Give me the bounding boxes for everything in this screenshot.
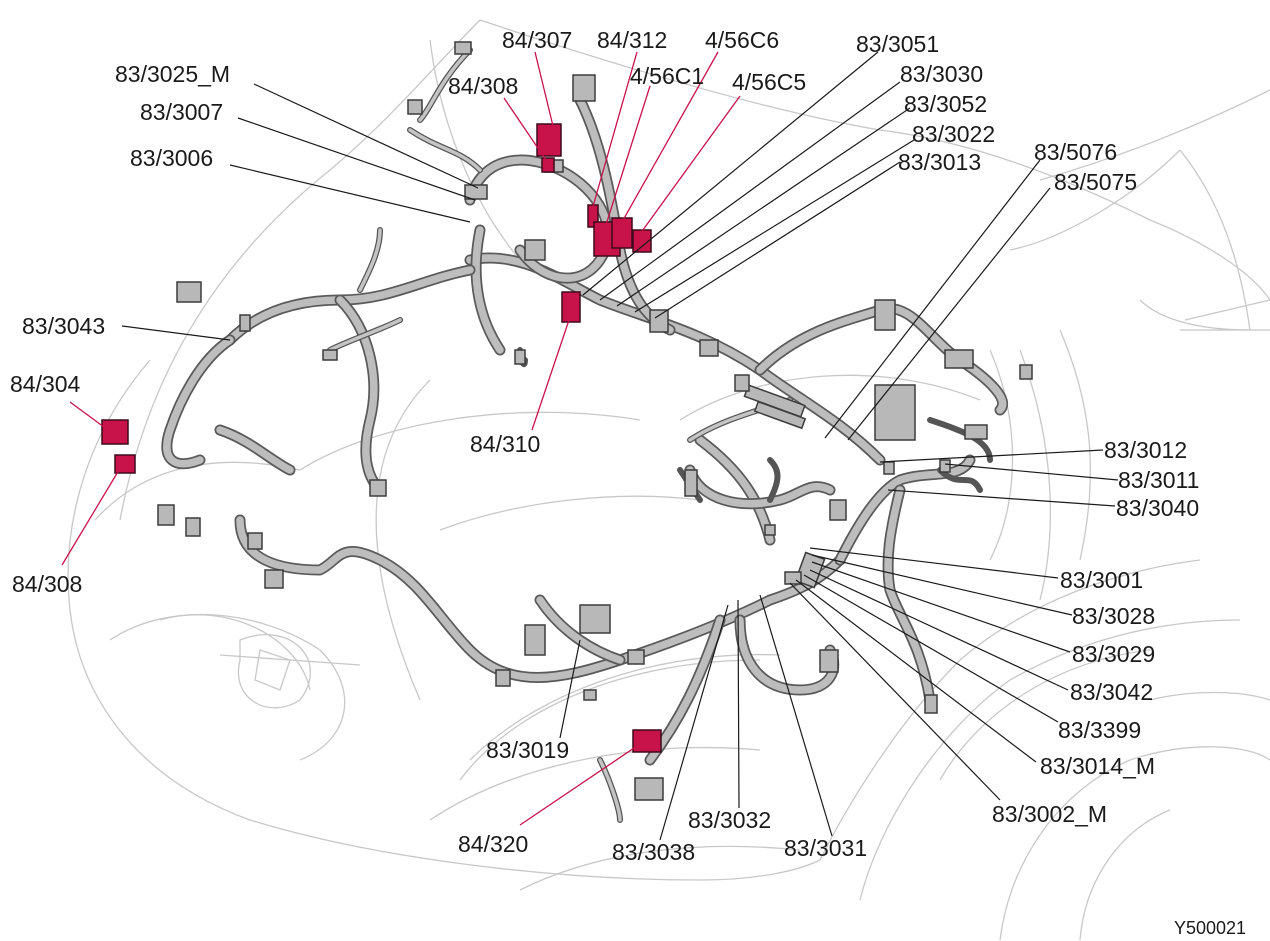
- label-83-5075: 83/5075: [1054, 169, 1137, 195]
- connector-4-56C6: [611, 217, 633, 249]
- connector-84-304: [101, 419, 129, 445]
- label-84-308-left: 84/308: [12, 571, 82, 597]
- leader-lines: [61, 51, 1119, 841]
- label-83-3012: 83/3012: [1104, 437, 1187, 463]
- label-83-3002-M: 83/3002_M: [992, 801, 1107, 827]
- figure-id: Y500021: [1174, 918, 1246, 938]
- label-83-3007: 83/3007: [140, 99, 223, 125]
- label-84-308-top: 84/308: [448, 73, 518, 99]
- label-4-56C5: 4/56C5: [732, 69, 806, 95]
- label-83-3029: 83/3029: [1072, 641, 1155, 667]
- connector-4-56C5: [632, 229, 652, 253]
- label-84-312: 84/312: [597, 27, 667, 53]
- connector-84-308-left: [114, 454, 136, 474]
- labels: 84/307 84/312 4/56C6 83/3051 83/3025_M 8…: [10, 27, 1246, 938]
- grey-connectors: [157, 41, 1033, 801]
- label-83-3051: 83/3051: [856, 31, 939, 57]
- label-84-320: 84/320: [458, 831, 528, 857]
- label-83-3013: 83/3013: [898, 149, 981, 175]
- label-83-3038: 83/3038: [612, 839, 695, 865]
- label-83-3019: 83/3019: [486, 737, 569, 763]
- label-83-3042: 83/3042: [1070, 679, 1153, 705]
- label-83-3032: 83/3032: [688, 807, 771, 833]
- connector-84-310: [561, 291, 581, 323]
- label-83-3040: 83/3040: [1116, 495, 1199, 521]
- label-83-3025-M: 83/3025_M: [115, 61, 230, 87]
- label-83-3006: 83/3006: [130, 145, 213, 171]
- car-body-outline: [67, 19, 1270, 941]
- label-83-3011: 83/3011: [1118, 467, 1199, 493]
- label-83-3030: 83/3030: [900, 61, 983, 87]
- label-83-3399: 83/3399: [1058, 717, 1141, 743]
- highlighted-connectors: [101, 123, 662, 753]
- label-83-3043: 83/3043: [22, 313, 105, 339]
- label-83-3014-M: 83/3014_M: [1040, 753, 1155, 779]
- label-84-307: 84/307: [502, 27, 572, 53]
- label-83-3001: 83/3001: [1060, 567, 1143, 593]
- label-4-56C1: 4/56C1: [630, 63, 704, 89]
- label-84-310: 84/310: [470, 431, 540, 457]
- connector-84-308-top: [541, 157, 555, 173]
- label-83-3028: 83/3028: [1072, 603, 1155, 629]
- label-83-3031: 83/3031: [784, 835, 867, 861]
- label-4-56C6: 4/56C6: [705, 27, 779, 53]
- label-83-3022: 83/3022: [912, 121, 995, 147]
- connector-84-307: [536, 123, 562, 157]
- label-83-3052: 83/3052: [904, 91, 987, 117]
- label-83-5076: 83/5076: [1034, 139, 1117, 165]
- label-84-304: 84/304: [10, 371, 81, 397]
- connector-84-320: [632, 729, 662, 753]
